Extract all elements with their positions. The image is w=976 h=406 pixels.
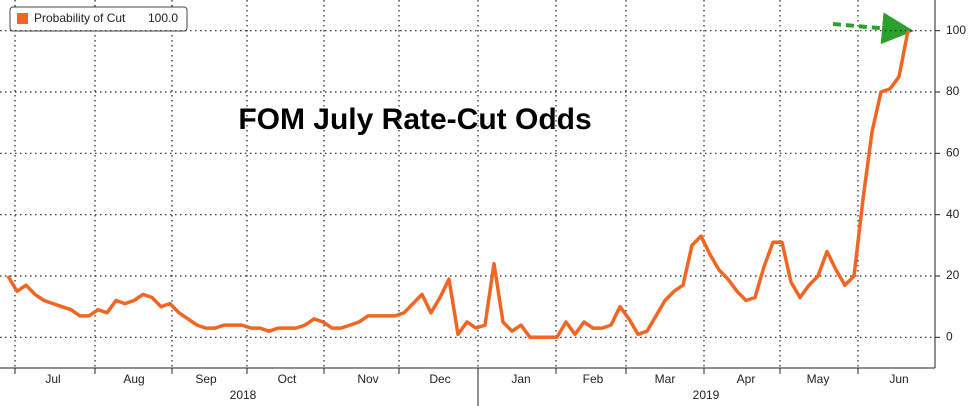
legend-swatch — [17, 13, 28, 24]
x-tick-label: May — [807, 372, 830, 386]
y-tick-label: 0 — [946, 330, 953, 344]
x-tick-label: Oct — [278, 372, 297, 386]
x-tick-label: Jul — [45, 372, 60, 386]
year-label: 2019 — [693, 388, 720, 402]
x-tick-label: Jun — [889, 372, 908, 386]
y-tick-label: 40 — [946, 207, 960, 221]
x-tick-label: Feb — [583, 372, 604, 386]
x-tick-label: Mar — [655, 372, 676, 386]
series-line — [6, 30, 910, 340]
x-tick-label: Apr — [737, 372, 756, 386]
legend-value: 100.0 — [148, 11, 178, 25]
y-tick-label: 100 — [946, 23, 966, 37]
year-label: 2018 — [230, 388, 257, 402]
x-tick-label: Aug — [123, 372, 144, 386]
legend-label: Probability of Cut — [34, 11, 126, 25]
x-tick-label: Sep — [195, 372, 217, 386]
chart-title: FOM July Rate-Cut Odds — [238, 103, 591, 136]
y-tick-label: 60 — [946, 146, 960, 160]
y-tick-label: 20 — [946, 268, 960, 282]
x-tick-label: Jan — [511, 372, 530, 386]
arrow — [832, 12, 914, 45]
x-tick-label: Dec — [429, 372, 450, 386]
legend-box — [9, 6, 188, 32]
legend: Probability of Cut 100.0 — [9, 6, 188, 32]
x-tick-label: Nov — [357, 372, 378, 386]
y-tick-label: 80 — [946, 84, 960, 98]
vertical-grid — [14, 0, 859, 368]
